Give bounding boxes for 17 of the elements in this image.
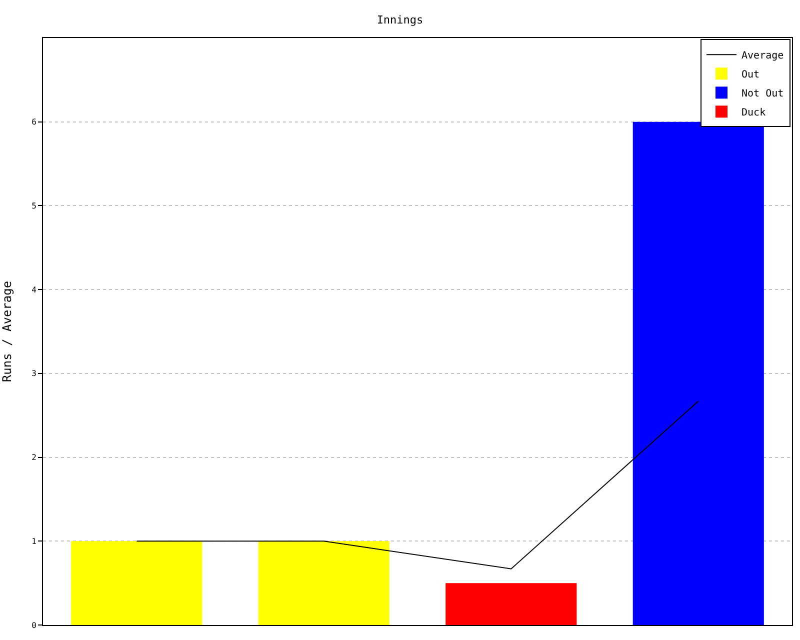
y-tick-label: 2 [32, 453, 37, 462]
y-tick-label: 0 [32, 620, 37, 630]
y-tick-label: 4 [32, 285, 37, 294]
legend-label: Out [742, 70, 760, 81]
bar [258, 541, 390, 625]
legend-label: Duck [742, 108, 766, 119]
legend-label: Not Out [742, 88, 784, 100]
y-axis-title: Runs / Average [0, 280, 14, 382]
y-tick-label: 5 [32, 202, 37, 211]
y-tick-label: 3 [32, 369, 37, 378]
bar [632, 122, 764, 625]
y-tick-label: 1 [32, 536, 37, 546]
bar [446, 583, 577, 625]
chart-title: Innings [376, 14, 424, 27]
legend-label: Average [742, 50, 784, 62]
bar [71, 541, 202, 625]
y-tick-label: 6 [32, 118, 37, 127]
